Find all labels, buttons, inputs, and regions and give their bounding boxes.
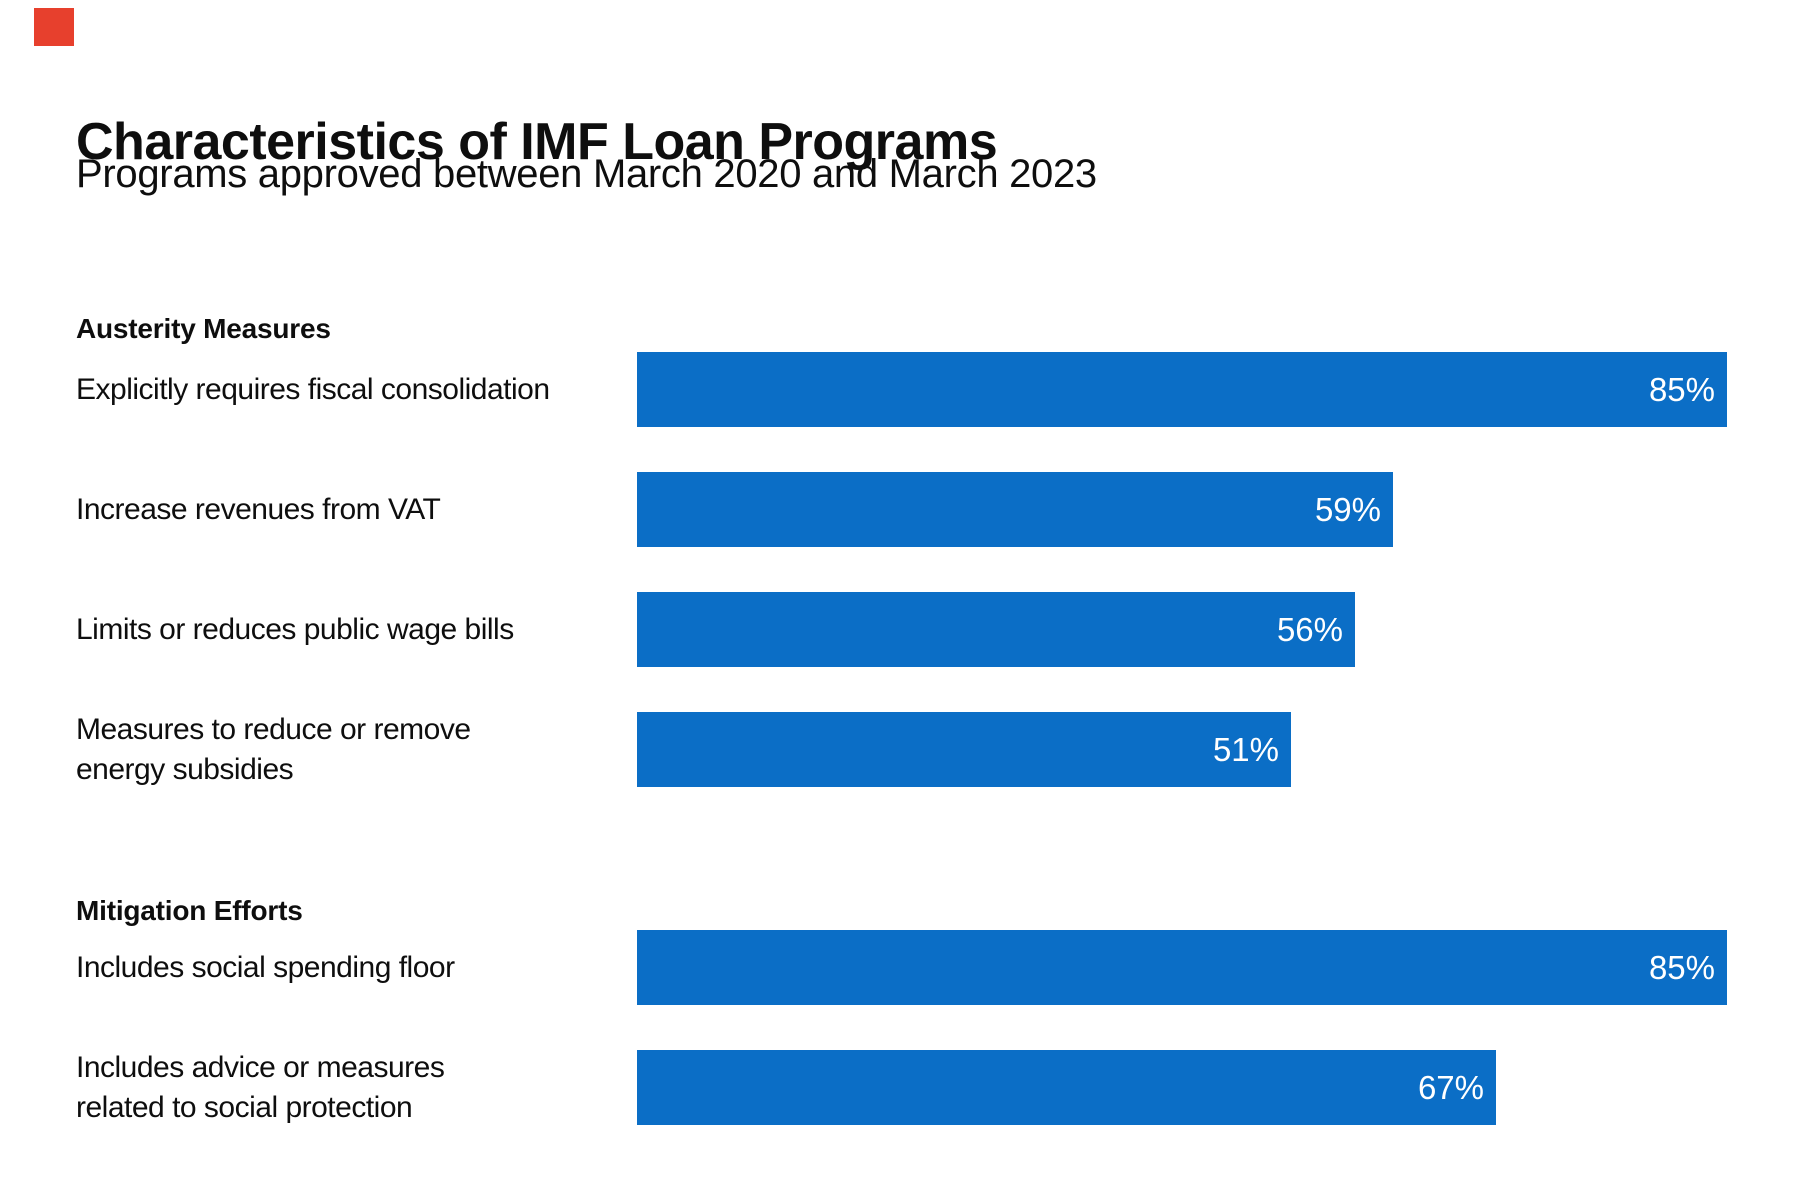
bar-category-label: Limits or reduces public wage bills <box>76 592 624 667</box>
bar-category-label: Increase revenues from VAT <box>76 472 624 547</box>
bar-value-label: 51% <box>1212 731 1279 768</box>
bar: 51% <box>637 712 1291 787</box>
bar-category-label-line: Measures to reduce or remove <box>76 712 471 746</box>
bar-category-label-line: related to social protection <box>76 1090 413 1124</box>
bar-category-label-line: Increase revenues from VAT <box>76 492 441 526</box>
section-header: Austerity Measures <box>76 313 331 344</box>
section-header: Mitigation Efforts <box>76 895 303 926</box>
chart-row: Includes social spending floor 85% <box>0 930 1800 1005</box>
bar: 59% <box>637 472 1393 547</box>
bar-category-label-line: energy subsidies <box>76 752 294 786</box>
bar-value-label: 85% <box>1648 949 1715 986</box>
chart-row: Includes advice or measures related to so… <box>0 1050 1800 1125</box>
bar-category-label: Includes social spending floor <box>76 930 624 1005</box>
bar: 85% <box>637 930 1727 1005</box>
bar-category-label-line: Limits or reduces public wage bills <box>76 612 514 646</box>
bar-value-label: 85% <box>1648 371 1715 408</box>
bar-category-label: Includes advice or measures related to so… <box>76 1050 624 1125</box>
bar-value-label: 56% <box>1276 611 1343 648</box>
bar-value-label: 67% <box>1417 1069 1484 1106</box>
red-square-marker <box>34 8 74 46</box>
bar: 67% <box>637 1050 1496 1125</box>
bar-value-label: 59% <box>1314 491 1381 528</box>
chart-row: Limits or reduces public wage bills 56% <box>0 592 1800 667</box>
bar-category-label-line: Explicitly requires fiscal consolidation <box>76 372 550 406</box>
bar: 56% <box>637 592 1355 667</box>
chart-row: Explicitly requires fiscal consolidation… <box>0 352 1800 427</box>
bar-category-label-line: Includes advice or measures <box>76 1050 445 1084</box>
chart-title: Characteristics of IMF Loan Programs <box>76 112 998 171</box>
bar-category-label: Measures to reduce or remove energy subsi… <box>76 712 624 787</box>
chart-row: Measures to reduce or remove energy subsi… <box>0 712 1800 787</box>
chart-subtitle: Programs approved between March 2020 and… <box>76 152 1097 196</box>
bar-category-label: Explicitly requires fiscal consolidation <box>76 352 624 427</box>
bar-category-label-line: Includes social spending floor <box>76 950 455 984</box>
bar: 85% <box>637 352 1727 427</box>
chart-row: Increase revenues from VAT 59% <box>0 472 1800 547</box>
